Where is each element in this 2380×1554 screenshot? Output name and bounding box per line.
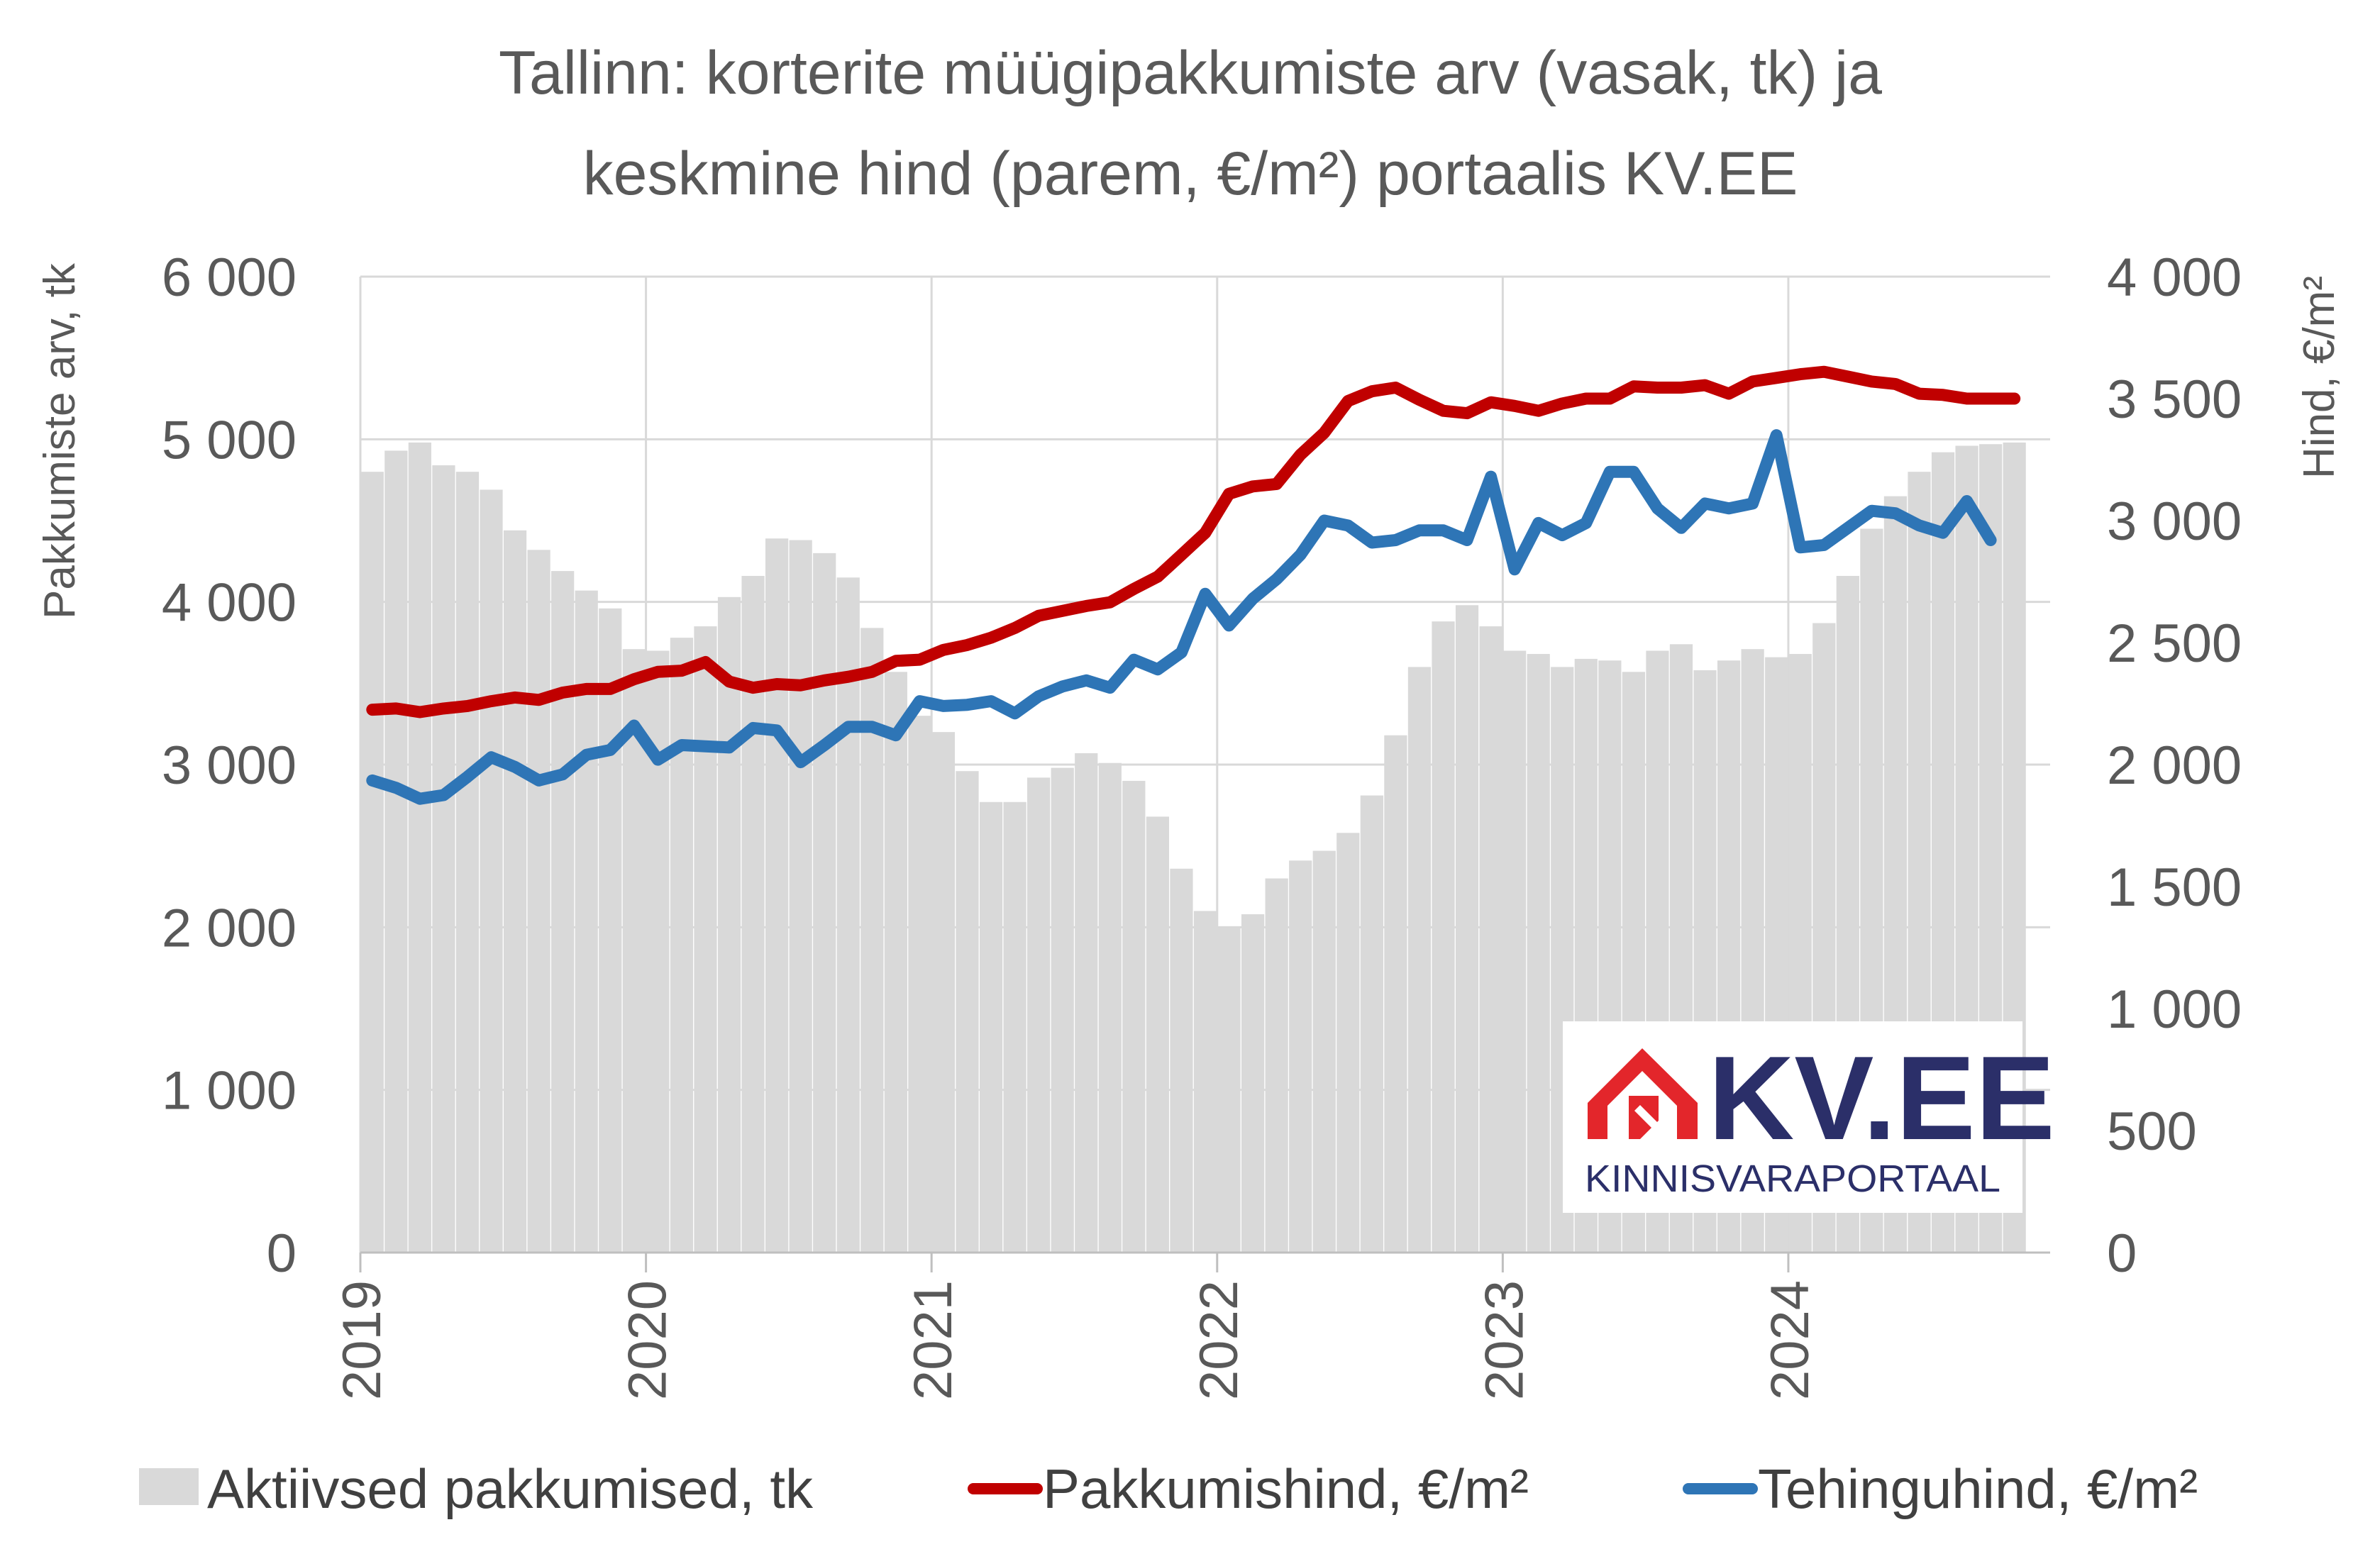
kv-ee-logo: KV.EE KINNISVARAPORTAAL bbox=[1563, 1021, 2055, 1213]
left-axis-title: Pakkumiste arv, tk bbox=[35, 262, 84, 619]
right-axis-tick-label: 3 000 bbox=[2107, 492, 2242, 552]
bar bbox=[1098, 762, 1122, 1253]
right-axis-tick-label: 1 500 bbox=[2107, 858, 2242, 918]
bar bbox=[1432, 621, 1455, 1253]
legend-label-transaction-price: Tehinguhind, €/m² bbox=[1758, 1458, 2198, 1520]
bar bbox=[979, 801, 1003, 1253]
bar bbox=[1027, 777, 1051, 1253]
transaction-price-line bbox=[366, 429, 1997, 805]
legend: Aktiivsed pakkumised, tk Pakkumishind, €… bbox=[139, 1458, 2198, 1520]
bar bbox=[455, 472, 480, 1253]
right-axis-tick-label: 500 bbox=[2107, 1101, 2197, 1162]
bar bbox=[480, 489, 503, 1253]
asking-price-line bbox=[366, 365, 2021, 718]
bar bbox=[789, 540, 812, 1253]
bar bbox=[1217, 927, 1241, 1253]
left-axis-tick-label: 1 000 bbox=[162, 1061, 297, 1121]
logo-tagline: KINNISVARAPORTAAL bbox=[1585, 1158, 2000, 1200]
left-axis-tick-labels: 0 1 000 2 000 3 000 4 000 5 000 6 000 bbox=[162, 248, 297, 1284]
x-axis-tick-label: 2020 bbox=[618, 1280, 678, 1400]
legend-label-asking-price: Pakkumishind, €/m² bbox=[1043, 1458, 1529, 1520]
bar bbox=[503, 530, 527, 1253]
bar bbox=[1360, 795, 1383, 1253]
x-axis-tick-labels: 2019 2020 2021 2022 2023 2024 bbox=[332, 1280, 1820, 1400]
bar bbox=[1122, 780, 1146, 1253]
right-axis-tick-label: 2 500 bbox=[2107, 614, 2242, 674]
bar bbox=[956, 771, 979, 1253]
bar bbox=[1289, 860, 1312, 1253]
x-axis-tick-label: 2022 bbox=[1189, 1280, 1249, 1400]
bar bbox=[1336, 833, 1360, 1253]
bar bbox=[432, 465, 455, 1253]
bar bbox=[527, 550, 550, 1253]
x-axis-tick-label: 2021 bbox=[903, 1280, 963, 1400]
left-axis-tick-label: 2 000 bbox=[162, 898, 297, 958]
bar bbox=[575, 590, 598, 1253]
bar bbox=[741, 575, 765, 1253]
bar bbox=[1241, 914, 1265, 1253]
right-axis-tick-label: 0 bbox=[2107, 1223, 2137, 1284]
left-axis-tick-label: 0 bbox=[267, 1223, 297, 1284]
bar bbox=[384, 450, 408, 1253]
bar bbox=[360, 472, 384, 1253]
legend-item-transaction-price: Tehinguhind, €/m² bbox=[1683, 1458, 2198, 1520]
left-axis-tick-label: 6 000 bbox=[162, 248, 297, 308]
bar bbox=[717, 596, 741, 1253]
bar bbox=[765, 538, 789, 1253]
logo-wordmark: KV.EE bbox=[1708, 1031, 2055, 1165]
bar bbox=[813, 553, 836, 1253]
right-axis-tick-label: 4 000 bbox=[2107, 248, 2242, 308]
axes bbox=[359, 1251, 2050, 1272]
bar bbox=[931, 732, 956, 1253]
bar bbox=[836, 577, 860, 1253]
bar bbox=[1455, 605, 1479, 1253]
bar bbox=[1312, 850, 1336, 1253]
legend-swatch-bars bbox=[139, 1468, 199, 1505]
bar bbox=[1170, 868, 1193, 1253]
bar bbox=[599, 608, 622, 1253]
legend-label-active-listings: Aktiivsed pakkumised, tk bbox=[207, 1458, 814, 1520]
left-axis-tick-label: 4 000 bbox=[162, 573, 297, 633]
bar bbox=[622, 649, 646, 1253]
bar bbox=[1503, 650, 1527, 1253]
chart-title-line-2: keskmine hind (parem, €/m²) portaalis KV… bbox=[583, 140, 1798, 208]
right-axis-tick-label: 2 000 bbox=[2107, 736, 2242, 796]
right-axis-tick-label: 3 500 bbox=[2107, 370, 2242, 430]
bar bbox=[1193, 911, 1217, 1253]
bar bbox=[1384, 735, 1407, 1253]
right-axis-tick-label: 1 000 bbox=[2107, 979, 2242, 1040]
right-axis-tick-labels: 0 500 1 000 1 500 2 000 2 500 3 000 3 500 4 000 bbox=[2107, 248, 2242, 1284]
line-series bbox=[366, 365, 2021, 805]
bar bbox=[1479, 626, 1502, 1253]
bar bbox=[694, 626, 717, 1253]
legend-item-asking-price: Pakkumishind, €/m² bbox=[968, 1458, 1529, 1520]
bar bbox=[551, 571, 575, 1253]
x-axis-tick-label: 2023 bbox=[1474, 1280, 1534, 1400]
legend-item-active-listings: Aktiivsed pakkumised, tk bbox=[139, 1458, 814, 1520]
bar bbox=[1265, 878, 1288, 1253]
bar bbox=[1003, 801, 1026, 1253]
x-axis-tick-label: 2024 bbox=[1760, 1280, 1820, 1400]
right-axis-title: Hind, €/m² bbox=[2295, 276, 2344, 479]
left-axis-tick-label: 5 000 bbox=[162, 410, 297, 470]
chart-title: Tallinn: korterite müügipakkumiste arv (… bbox=[499, 39, 1882, 208]
bar bbox=[1051, 767, 1074, 1253]
bar bbox=[1407, 667, 1432, 1253]
bar bbox=[670, 638, 694, 1253]
bar bbox=[884, 672, 907, 1253]
house-arrow-icon bbox=[1588, 1048, 1698, 1139]
bar bbox=[1146, 816, 1170, 1253]
left-axis-tick-label: 3 000 bbox=[162, 736, 297, 796]
bar bbox=[1075, 753, 1098, 1253]
chart-title-line-1: Tallinn: korterite müügipakkumiste arv (… bbox=[499, 39, 1882, 107]
x-axis-tick-label: 2019 bbox=[332, 1280, 392, 1400]
bar bbox=[908, 716, 931, 1253]
bar bbox=[408, 442, 431, 1253]
bar bbox=[1527, 654, 1550, 1253]
